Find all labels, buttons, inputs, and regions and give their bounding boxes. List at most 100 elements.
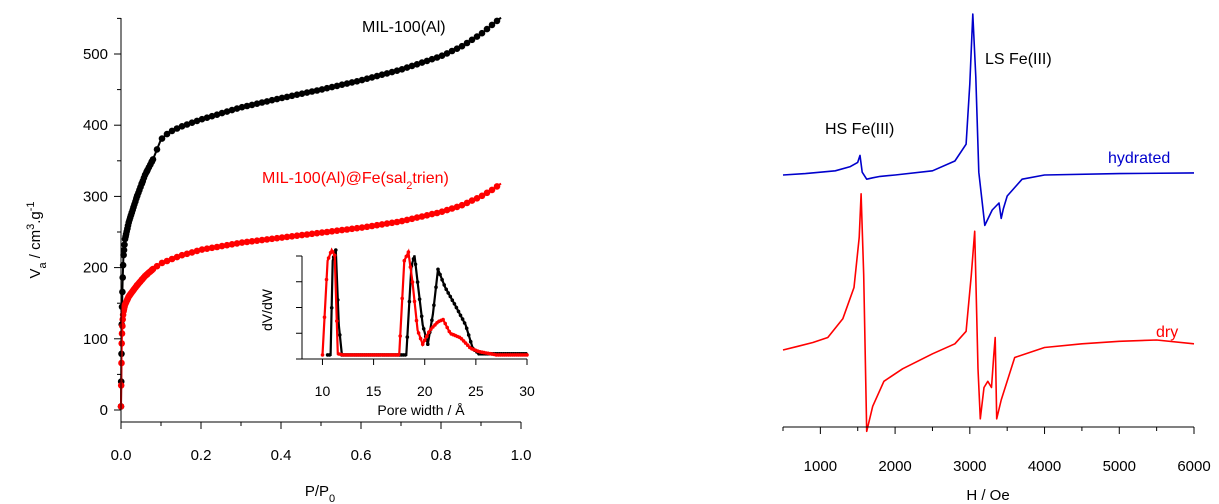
data-point-mil-100-al-fe-sal2trien-54 xyxy=(198,246,206,253)
data-point-mil-100-al-65 xyxy=(253,100,261,107)
data-point-mil-100-al-52 xyxy=(188,119,196,126)
inset-series xyxy=(320,247,529,357)
inset-point-mil-100-al-51 xyxy=(430,318,434,323)
data-point-mil-100-al-fe-sal2trien-92 xyxy=(388,219,396,227)
y-axis-ticks: 0 100 200 300 400 500 xyxy=(83,17,121,419)
data-point-mil-100-al-55 xyxy=(203,114,211,121)
data-point-mil-100-al-46 xyxy=(158,135,166,142)
annotation-ls-fe-iii: LS Fe(III) xyxy=(985,51,1052,68)
inset-point-mil-100-al-62 xyxy=(452,302,457,306)
inset-point-mil-100-al-44 xyxy=(415,280,420,284)
inset-point-mil-100-al-fe-sal2trien-62 xyxy=(447,329,452,334)
data-point-mil-100-al-82 xyxy=(338,81,346,88)
data-point-mil-100-al-fe-sal2trien-63 xyxy=(243,238,251,246)
data-point-mil-100-al-9 xyxy=(120,246,128,254)
inset-point-mil-100-al-38 xyxy=(403,353,408,357)
data-point-mil-100-al-105 xyxy=(453,45,461,52)
data-point-mil-100-al-66 xyxy=(258,99,266,106)
data-point-mil-100-al-59 xyxy=(223,108,231,115)
y-axis-label: Va / cm3.g-1 xyxy=(25,201,49,278)
data-point-mil-100-al-51 xyxy=(183,121,191,128)
inset-point-mil-100-al-fe-sal2trien-50 xyxy=(422,338,427,343)
data-point-mil-100-al-fe-sal2trien-100 xyxy=(428,210,436,218)
x-tick-label: 0.8 xyxy=(431,447,452,464)
data-point-mil-100-al-83 xyxy=(343,80,351,87)
inset-x-tick-label: 10 xyxy=(315,383,331,399)
data-point-mil-100-al-64 xyxy=(248,101,256,109)
data-point-mil-100-al-fe-sal2trien-66 xyxy=(258,236,266,244)
inset-point-mil-100-al-fe-sal2trien-5 xyxy=(330,250,335,254)
epr-plot: 1000 2000 3000 4000 5000 6000 H / Oe HS Fe(II… xyxy=(782,13,1211,504)
data-point-mil-100-al-fe-sal2trien-79 xyxy=(323,228,331,236)
data-point-mil-100-al-fe-sal2trien-105 xyxy=(453,203,461,211)
inset-point-mil-100-al-43 xyxy=(413,262,418,267)
inset-point-mil-100-al-46 xyxy=(419,314,424,319)
data-point-mil-100-al-fe-sal2trien-51 xyxy=(183,250,191,258)
data-point-mil-100-al-fe-sal2trien-98 xyxy=(418,213,426,220)
inset-y-axis-label: dV/dW xyxy=(259,288,275,331)
isotherm-series xyxy=(117,16,502,410)
data-point-mil-100-al-fe-sal2trien-102 xyxy=(438,208,446,215)
x-tick-label: 1.0 xyxy=(511,447,532,464)
y-tick-label: 400 xyxy=(83,117,108,134)
data-point-mil-100-al-fe-sal2trien-61 xyxy=(233,240,241,247)
data-point-mil-100-al-fe-sal2trien-48 xyxy=(168,255,176,263)
data-point-mil-100-al-fe-sal2trien-70 xyxy=(278,234,286,241)
data-point-mil-100-al-fe-sal2trien-78 xyxy=(318,229,326,236)
inset-point-mil-100-al-69 xyxy=(466,333,471,337)
data-point-mil-100-al-fe-sal2trien-112 xyxy=(488,186,496,194)
data-point-mil-100-al-8 xyxy=(120,251,127,259)
data-point-mil-100-al-110 xyxy=(478,29,486,37)
data-point-mil-100-al-50 xyxy=(178,123,186,130)
data-point-mil-100-al-107 xyxy=(463,39,471,47)
inset-point-mil-100-al-1 xyxy=(327,353,332,357)
inset-point-mil-100-al-60 xyxy=(448,294,453,299)
y-tick-label: 300 xyxy=(83,188,108,205)
data-point-mil-100-al-75 xyxy=(303,89,311,96)
inset-point-mil-100-al-fe-sal2trien-40 xyxy=(402,258,407,263)
data-point-mil-100-al-fe-sal2trien-42 xyxy=(138,276,146,283)
data-point-mil-100-al-fe-sal2trien-86 xyxy=(358,224,366,231)
data-point-mil-100-al-fe-sal2trien-89 xyxy=(373,221,381,229)
data-point-mil-100-al-6 xyxy=(119,274,126,281)
inset-point-mil-100-al-4 xyxy=(334,248,338,252)
annotation-mil100-al-fe-sal2trien: MIL-100(Al)@Fe(sal2trien) xyxy=(262,170,449,192)
inset-point-mil-100-al-fe-sal2trien-3 xyxy=(326,256,331,260)
data-point-mil-100-al-fe-sal2trien-62 xyxy=(238,239,246,246)
data-point-mil-100-al-fe-sal2trien-74 xyxy=(298,231,306,239)
data-point-mil-100-al-fe-sal2trien-67 xyxy=(263,236,271,243)
inset-point-mil-100-al-fe-sal2trien-52 xyxy=(427,330,431,335)
data-point-mil-100-al-fe-sal2trien-95 xyxy=(403,216,411,224)
y-tick-label: 0 xyxy=(100,402,108,419)
data-point-mil-100-al-fe-sal2trien-58 xyxy=(218,242,226,250)
x-axis-ticks: 0.0 0.2 0.4 0.6 0.8 1.0 xyxy=(111,422,532,464)
inset-point-mil-100-al-49 xyxy=(426,342,430,347)
data-point-mil-100-al-100 xyxy=(428,55,436,63)
inset-point-mil-100-al-45 xyxy=(417,297,422,302)
annotation-mil100-al: MIL-100(Al) xyxy=(362,19,446,36)
inset-point-mil-100-al-fe-sal2trien-100 xyxy=(525,353,529,357)
data-point-mil-100-al-fe-sal2trien-75 xyxy=(303,231,311,238)
inset-point-mil-100-al-fe-sal2trien-46 xyxy=(414,318,419,323)
data-point-mil-100-al-42 xyxy=(138,179,146,187)
data-point-mil-100-al-99 xyxy=(423,57,431,65)
inset-point-mil-100-al-42 xyxy=(411,257,416,261)
inset-point-mil-100-al-57 xyxy=(442,283,447,287)
inset-point-mil-100-al-6 xyxy=(338,333,342,337)
data-point-mil-100-al-57 xyxy=(213,111,221,118)
data-point-mil-100-al-fe-sal2trien-80 xyxy=(328,228,336,235)
data-point-mil-100-al-95 xyxy=(403,64,411,71)
data-point-mil-100-al-90 xyxy=(378,71,386,78)
inset-point-mil-100-al-65 xyxy=(458,313,463,318)
data-point-mil-100-al-44 xyxy=(148,158,156,165)
inset-point-mil-100-al-67 xyxy=(462,321,467,325)
x-tick-label: 0.0 xyxy=(111,447,132,464)
data-point-mil-100-al-fe-sal2trien-99 xyxy=(423,212,431,219)
data-point-mil-100-al-68 xyxy=(268,96,276,104)
inset-x-axis-label: Pore width / Å xyxy=(377,402,465,418)
data-point-mil-100-al-fe-sal2trien-84 xyxy=(348,225,356,233)
data-point-mil-100-al-48 xyxy=(168,127,176,135)
data-point-mil-100-al-fe-sal2trien-109 xyxy=(473,195,481,202)
epr-x-tick-label: 5000 xyxy=(1103,458,1136,475)
